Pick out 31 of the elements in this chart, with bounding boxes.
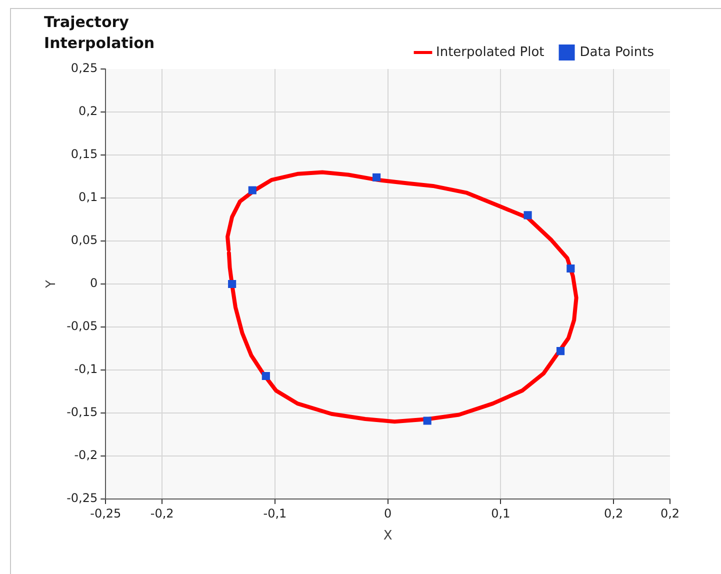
point [228,280,236,288]
point [524,211,532,220]
legend-label: Interpolated Plot [436,44,544,60]
y-tick-label: 0,1 [78,190,98,204]
x-tick-label: 0 [384,506,392,520]
x-tick-label: -0,1 [263,506,287,520]
y-tick-label: 0,15 [70,147,98,162]
y-tick-label: -0,15 [66,405,98,420]
x-tick-label: 0,2 [604,506,624,520]
y-tick-label: 0 [90,276,98,290]
y-axis-title: Y [44,280,60,289]
legend-label: Data Points [580,44,654,60]
x-tick-label: -0,25 [90,506,122,520]
point [566,264,575,273]
y-tick-label: 0,2 [78,104,98,118]
x-tick-label: -0,2 [150,506,174,520]
point [248,186,256,194]
point [372,173,381,182]
y-tick-label: -0,2 [74,448,98,462]
x-tick-label: 0,2 [660,506,680,520]
y-tick-label: -0,25 [66,491,98,506]
y-tick-label: -0,1 [74,362,98,376]
point [262,372,270,380]
point [556,347,565,356]
x-tick-label: 0,1 [491,506,510,520]
y-tick-label: -0,05 [66,319,98,334]
point [423,416,432,425]
y-tick-label: 0,05 [70,233,98,248]
y-tick-label: 0,25 [70,61,98,76]
chart-title: Trajectory Interpolation [44,12,155,54]
x-axis-title: X [383,528,392,544]
